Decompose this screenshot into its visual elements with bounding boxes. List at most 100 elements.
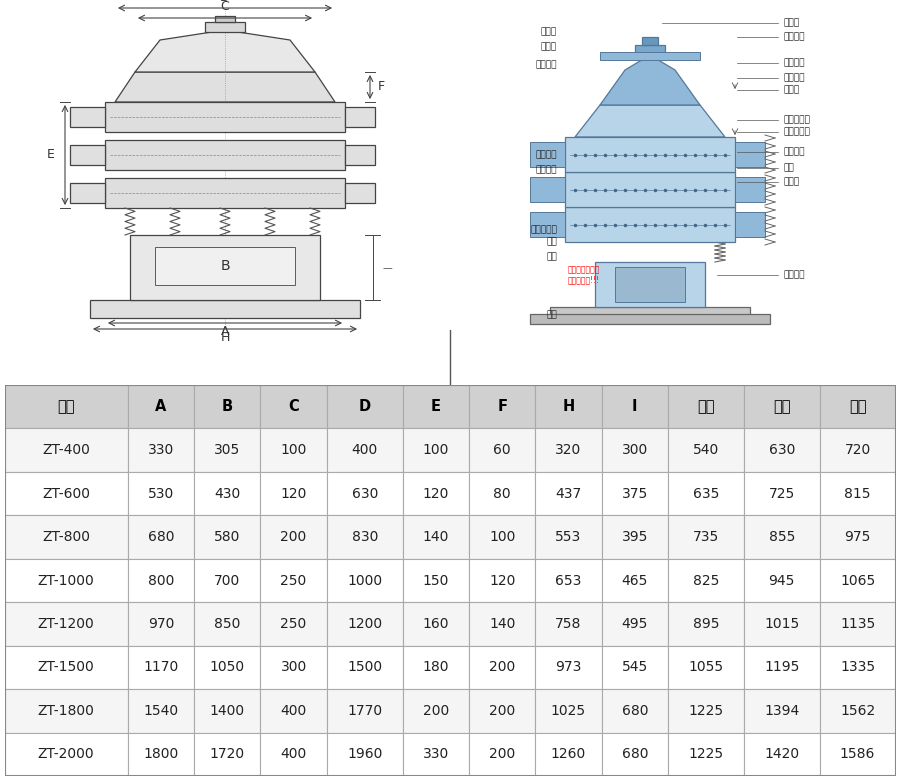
Text: 495: 495: [622, 617, 648, 631]
Text: 辅助筛网: 辅助筛网: [783, 58, 805, 68]
Text: H: H: [220, 331, 230, 344]
Text: 375: 375: [622, 487, 648, 501]
Bar: [536, 602, 602, 646]
Text: 1000: 1000: [347, 573, 382, 587]
Bar: [128, 602, 194, 646]
Text: 1500: 1500: [347, 661, 382, 675]
Text: 顶部框架: 顶部框架: [536, 61, 557, 69]
Bar: [668, 428, 743, 472]
Bar: [4, 472, 128, 516]
Text: 1065: 1065: [840, 573, 875, 587]
Text: ZT-400: ZT-400: [42, 443, 90, 457]
Text: 580: 580: [214, 530, 240, 544]
Bar: [602, 732, 668, 776]
Text: 下部重锤: 下部重锤: [783, 271, 805, 279]
Text: 305: 305: [214, 443, 240, 457]
Text: 100: 100: [423, 443, 449, 457]
Bar: [602, 385, 668, 428]
Text: 100: 100: [281, 443, 307, 457]
Text: ZT-1000: ZT-1000: [38, 573, 94, 587]
Text: D: D: [220, 0, 230, 4]
Bar: [469, 602, 536, 646]
Bar: [402, 732, 469, 776]
Text: 180: 180: [422, 661, 449, 675]
Bar: [128, 472, 194, 516]
Text: ZT-1200: ZT-1200: [38, 617, 94, 631]
Bar: [105, 102, 345, 132]
Bar: [536, 516, 602, 558]
Text: 1015: 1015: [764, 617, 799, 631]
Bar: [565, 207, 735, 242]
Text: 855: 855: [769, 530, 795, 544]
Text: 465: 465: [622, 573, 648, 587]
Text: ZT-800: ZT-800: [42, 530, 90, 544]
Bar: [194, 732, 260, 776]
Text: 400: 400: [281, 747, 307, 761]
Text: ZT-2000: ZT-2000: [38, 747, 94, 761]
Bar: [668, 602, 743, 646]
Bar: [735, 177, 765, 202]
Bar: [602, 472, 668, 516]
Text: ZT-1500: ZT-1500: [38, 661, 94, 675]
Bar: [668, 472, 743, 516]
Bar: [536, 646, 602, 690]
Text: 120: 120: [281, 487, 307, 501]
Bar: [635, 45, 665, 57]
Text: 700: 700: [214, 573, 240, 587]
Bar: [820, 690, 896, 732]
Text: F: F: [378, 80, 385, 94]
Bar: [128, 428, 194, 472]
Bar: [4, 646, 128, 690]
Bar: [743, 472, 820, 516]
Bar: [205, 22, 245, 32]
Bar: [128, 690, 194, 732]
Text: 1055: 1055: [688, 661, 724, 675]
Text: D: D: [358, 399, 371, 414]
Text: 1770: 1770: [347, 704, 382, 718]
Bar: [642, 37, 658, 45]
Text: 三层: 三层: [849, 399, 867, 414]
Text: 1260: 1260: [551, 747, 586, 761]
Text: 800: 800: [148, 573, 174, 587]
Text: 电动机: 电动机: [783, 178, 799, 186]
Bar: [668, 690, 743, 732]
Bar: [565, 137, 735, 172]
Bar: [260, 516, 327, 558]
Text: A: A: [155, 399, 166, 414]
Text: 330: 330: [423, 747, 449, 761]
Text: C: C: [288, 399, 299, 414]
Bar: [743, 646, 820, 690]
Bar: [668, 516, 743, 558]
Bar: [536, 428, 602, 472]
Text: 553: 553: [555, 530, 581, 544]
Bar: [105, 140, 345, 170]
Bar: [327, 385, 402, 428]
Bar: [469, 472, 536, 516]
Text: 680: 680: [148, 530, 174, 544]
Text: 底部框架: 底部框架: [536, 165, 557, 175]
Bar: [260, 690, 327, 732]
Bar: [130, 235, 320, 300]
Bar: [602, 558, 668, 602]
Bar: [4, 690, 128, 732]
Text: 1420: 1420: [764, 747, 799, 761]
Bar: [530, 314, 770, 324]
Bar: [668, 732, 743, 776]
Polygon shape: [575, 105, 725, 137]
Bar: [402, 428, 469, 472]
Bar: [820, 558, 896, 602]
Bar: [105, 178, 345, 208]
Bar: [90, 300, 360, 318]
Text: 300: 300: [281, 661, 307, 675]
Bar: [4, 516, 128, 558]
Bar: [469, 646, 536, 690]
Polygon shape: [115, 72, 335, 102]
Bar: [402, 558, 469, 602]
Text: 830: 830: [352, 530, 378, 544]
Bar: [530, 212, 565, 237]
Bar: [194, 516, 260, 558]
Bar: [260, 558, 327, 602]
Text: 一层: 一层: [698, 399, 715, 414]
Bar: [536, 732, 602, 776]
Bar: [602, 428, 668, 472]
